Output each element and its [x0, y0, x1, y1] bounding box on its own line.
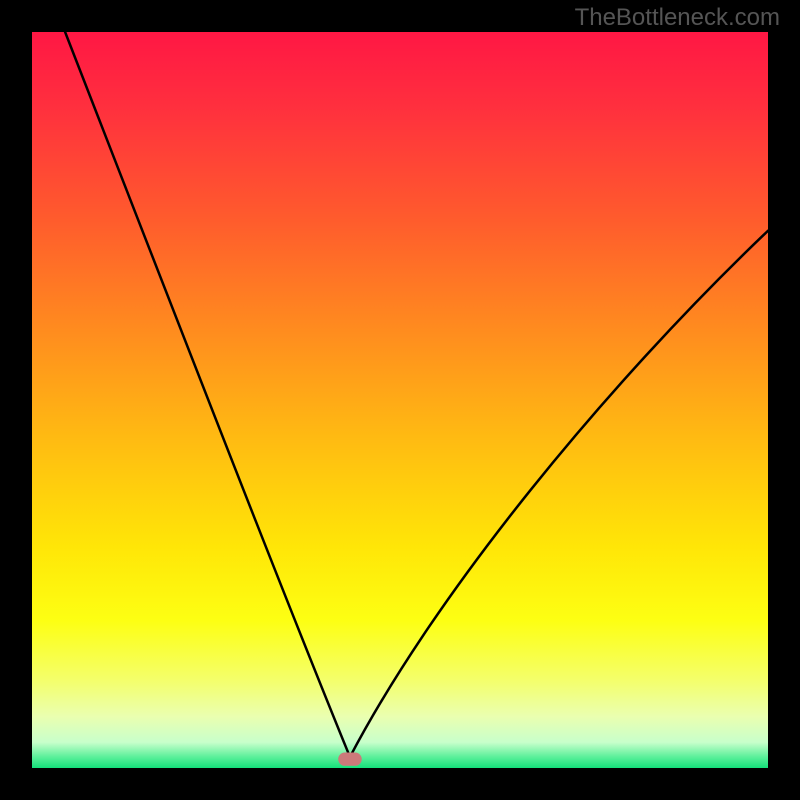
vertex-marker [338, 753, 362, 766]
plot-area [32, 32, 768, 768]
watermark-text: TheBottleneck.com [575, 4, 780, 32]
chart-outer: TheBottleneck.com [0, 0, 800, 800]
plot-svg [32, 32, 768, 768]
gradient-background [32, 32, 768, 768]
